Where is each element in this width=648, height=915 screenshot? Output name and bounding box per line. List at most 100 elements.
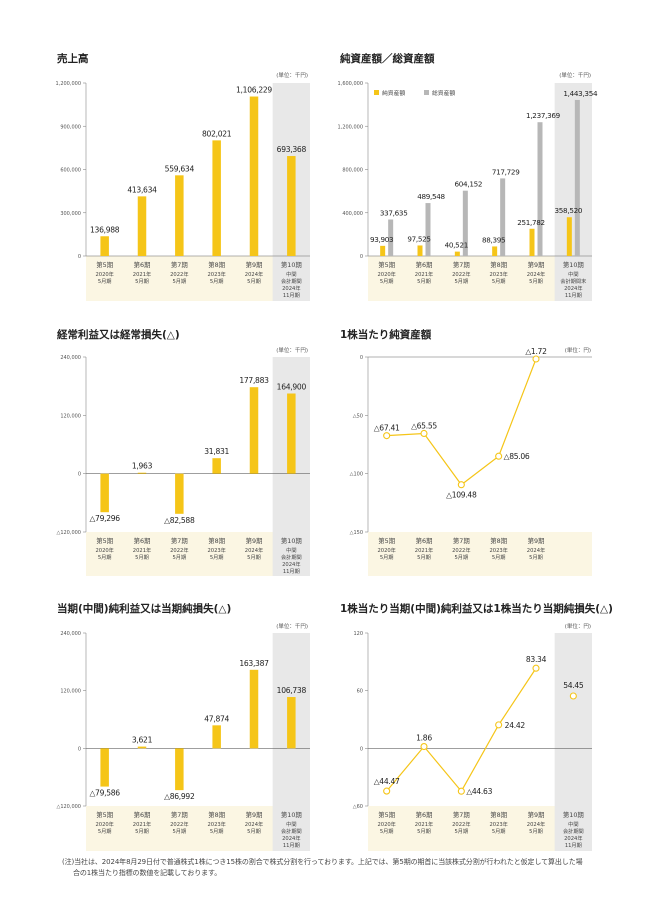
x-tick-label: 2024年 [527, 270, 545, 278]
x-tick-label: 第7期 [453, 260, 470, 269]
bar [175, 473, 184, 514]
data-point [457, 787, 465, 795]
chart-panel-5 [83, 632, 310, 851]
y-tick-label: △50 [353, 413, 363, 419]
x-tick-label: 5月期 [529, 278, 543, 285]
x-tick-label: 2024年 [282, 284, 300, 292]
x-tick-label: 5月期 [98, 828, 112, 835]
x-tick-label: 第7期 [171, 536, 188, 545]
data-label-net-assets: 93,903 [370, 235, 393, 244]
bar-total-assets [425, 203, 431, 256]
x-tick-label: 第9期 [528, 536, 545, 545]
data-point [532, 355, 540, 363]
x-tick-label: 第10期 [281, 810, 302, 819]
x-tick-label: 中間 [286, 820, 296, 828]
x-tick-label: 5月期 [492, 554, 506, 561]
y-tick-label: 900,000 [60, 124, 81, 130]
x-tick-label: 第9期 [246, 260, 263, 269]
x-tick-label: 2020年 [95, 270, 113, 278]
y-tick-label: 0 [78, 254, 81, 260]
x-tick-label: 2024年 [564, 834, 582, 842]
data-label: 3,621 [132, 736, 153, 745]
bar [287, 156, 296, 256]
x-tick-label: 5月期 [210, 278, 224, 285]
unit-label: (単位：千円) [276, 71, 308, 79]
data-label: 1,963 [132, 462, 153, 471]
data-label: △65.55 [411, 421, 437, 430]
data-label: △1.72 [525, 347, 547, 356]
x-tick-label: 5月期 [454, 278, 468, 285]
bar-total-assets [500, 178, 506, 256]
x-tick-label: 5月期 [247, 554, 261, 561]
legend-label: 純資産額 [382, 89, 405, 97]
x-tick-label: 2023年 [207, 546, 225, 554]
bar [287, 393, 296, 474]
x-tick-label: 2021年 [415, 546, 433, 554]
x-tick-label: 2023年 [489, 270, 507, 278]
data-label: 24.42 [505, 721, 526, 730]
x-tick-label: 第6期 [416, 810, 433, 819]
footnote-line-2: 合の1株当たり指標の数値を記載しております。 [73, 869, 222, 877]
x-tick-label: 第6期 [416, 260, 433, 269]
x-tick-label: 2020年 [377, 546, 395, 554]
x-tick-label: 2024年 [245, 546, 263, 554]
x-tick-label: 中間 [568, 820, 578, 828]
y-tick-label: 120,000 [60, 413, 81, 419]
x-tick-label: 2024年 [282, 834, 300, 842]
bar [212, 458, 221, 474]
x-tick-label: 第5期 [96, 810, 113, 819]
x-tick-label: 2022年 [452, 546, 470, 554]
chart-panel-2 [365, 82, 592, 301]
bar [175, 175, 184, 256]
data-label: 163,387 [239, 659, 269, 668]
x-tick-label: 2020年 [377, 270, 395, 278]
data-label-net-assets: 97,525 [407, 234, 430, 243]
bar [249, 669, 259, 749]
x-tick-label: 5月期 [172, 554, 186, 561]
x-tick-label: 第7期 [171, 260, 188, 269]
x-tick-label: 2022年 [452, 270, 470, 278]
interim-period-highlight [554, 633, 592, 851]
x-tick-label: 第8期 [490, 536, 507, 545]
unit-label: (単位：千円) [276, 346, 308, 354]
data-label: 83.34 [526, 655, 547, 664]
footnote: (注)当社は、2024年8月29日付で普通株式1株につき15株の割合で株式分割を… [62, 857, 622, 879]
chart-panel-4 [365, 355, 592, 576]
x-tick-label: 中間 [286, 270, 296, 278]
data-label-total-assets: 604,152 [455, 180, 483, 189]
legend-label: 総資産額 [432, 89, 455, 97]
data-point [383, 787, 391, 795]
x-tick-label: 会計期間 [281, 553, 302, 561]
bar [100, 748, 109, 787]
x-tick-label: 5月期 [529, 554, 543, 561]
x-tick-label: 5月期 [172, 278, 186, 285]
x-tick-label: 2022年 [452, 820, 470, 828]
x-tick-label: 中間 [286, 546, 296, 554]
data-label: 177,883 [239, 376, 269, 385]
x-tick-label: 2023年 [489, 820, 507, 828]
bar [137, 472, 147, 474]
x-tick-label: 2020年 [95, 546, 113, 554]
x-tick-label: 第5期 [378, 536, 395, 545]
x-tick-label: 5月期 [210, 828, 224, 835]
data-label: 1.86 [416, 734, 432, 743]
x-tick-label: 第5期 [96, 260, 113, 269]
data-label: 136,988 [90, 225, 120, 234]
chart-panel-3 [83, 356, 310, 576]
data-point [383, 432, 391, 440]
bar [212, 725, 221, 749]
data-label: △79,296 [90, 514, 121, 523]
y-tick-label: △100 [350, 472, 363, 478]
x-tick-label: 2021年 [415, 820, 433, 828]
bar-net-assets [454, 251, 460, 256]
chart-panel-6 [365, 632, 592, 851]
x-tick-label: 5月期 [172, 828, 186, 835]
x-tick-label: 第9期 [528, 810, 545, 819]
data-point [532, 664, 540, 672]
bar-total-assets [388, 219, 394, 256]
data-label-total-assets: 1,237,369 [526, 111, 561, 120]
data-label-net-assets: 40,521 [445, 241, 468, 250]
data-label-total-assets: 1,443,354 [563, 89, 598, 98]
data-point [495, 452, 503, 460]
x-tick-label: 第8期 [208, 536, 225, 545]
